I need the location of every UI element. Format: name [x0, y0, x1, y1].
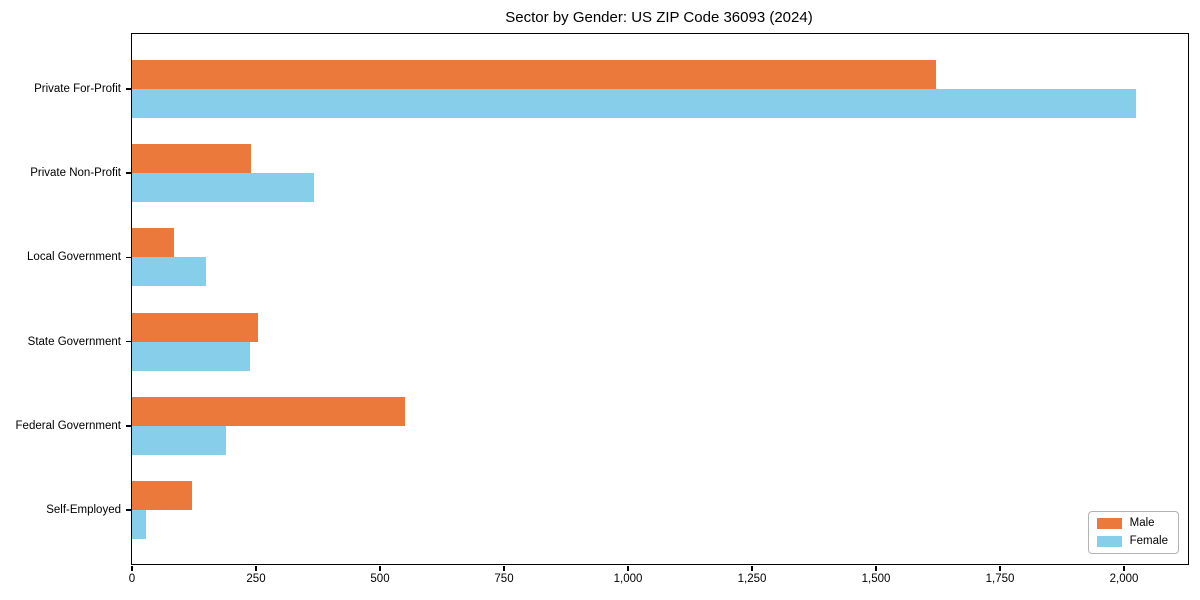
bar-female-5 [132, 425, 227, 455]
x-tick-mark [503, 565, 505, 571]
y-tick-label: Private Non-Profit [30, 167, 121, 180]
x-tick-mark [999, 565, 1001, 571]
bar-female-2 [132, 173, 315, 203]
y-tick-mark [125, 256, 131, 259]
x-tick-label: 250 [246, 573, 266, 585]
x-tick-label: 0 [128, 573, 136, 585]
x-tick-mark [627, 565, 629, 571]
y-tick-label: Local Government [27, 251, 121, 264]
bar-male-5 [132, 396, 405, 426]
plot-area: Private For-Profit Private Non-Profit Loca… [16, 33, 1189, 585]
x-tick-label: 1,750 [985, 573, 1015, 585]
x-tick-label: 1,250 [737, 573, 767, 585]
x-tick-mark [875, 565, 877, 571]
bar-female-1 [132, 89, 1137, 118]
bar-female-3 [132, 257, 207, 287]
y-tick-label: State Government [27, 335, 121, 348]
x-tick-label: 2,000 [1109, 573, 1139, 585]
legend-label-male: Male [1129, 517, 1155, 529]
y-tick-label: Federal Government [15, 419, 121, 432]
legend-item-female: Female [1096, 534, 1168, 548]
bar-male-2 [132, 144, 252, 174]
y-tick-mark [125, 340, 131, 343]
x-tick-label: 1,000 [613, 573, 643, 585]
y-tick-label: Self-Employed [46, 504, 121, 516]
bar-male-3 [132, 228, 175, 258]
y-tick-mark [125, 88, 131, 90]
legend: Male Female [1087, 511, 1179, 554]
legend-item-male: Male [1096, 517, 1168, 530]
x-tick-label: 750 [494, 573, 514, 585]
legend-label-female: Female [1129, 534, 1168, 547]
bar-male-4 [132, 312, 259, 342]
x-tick-mark [1123, 565, 1125, 571]
y-tick-label: Private For-Profit [34, 83, 121, 95]
x-tick-label: 1,500 [861, 573, 891, 585]
x-tick-mark [131, 565, 133, 571]
y-tick-mark [125, 172, 131, 174]
legend-swatch-female [1096, 535, 1122, 547]
x-tick-mark [255, 565, 257, 571]
y-tick-mark [125, 509, 131, 511]
legend-swatch-male [1096, 518, 1122, 530]
y-tick-mark [125, 425, 131, 427]
chart-title: Sector by Gender: US ZIP Code 36093 (202… [505, 9, 813, 26]
x-tick-label: 500 [370, 573, 390, 585]
x-tick-mark [379, 565, 381, 571]
x-tick-mark [751, 565, 753, 571]
bar-male-6 [132, 481, 192, 510]
bar-female-4 [132, 341, 251, 371]
bar-male-1 [132, 60, 936, 89]
bar-female-6 [132, 510, 146, 539]
